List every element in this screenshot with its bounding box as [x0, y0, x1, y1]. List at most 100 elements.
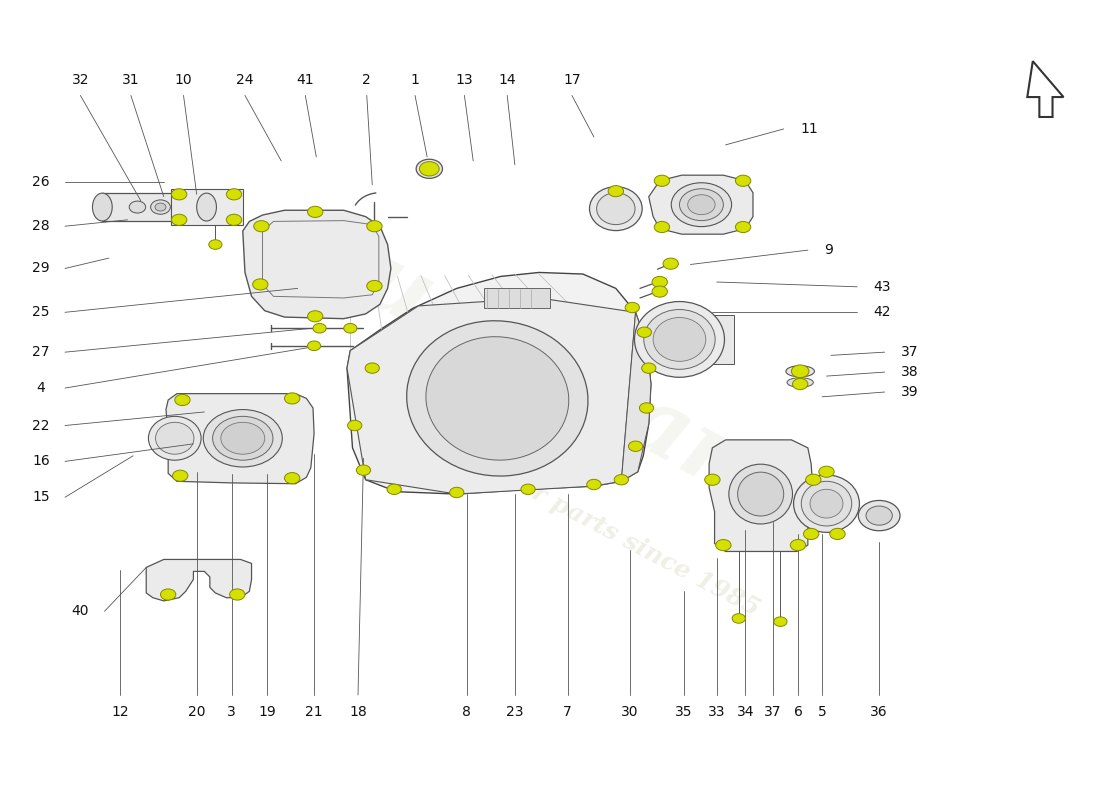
Circle shape: [308, 341, 321, 350]
Circle shape: [736, 175, 751, 186]
Ellipse shape: [151, 200, 170, 214]
Ellipse shape: [671, 182, 732, 226]
Circle shape: [805, 474, 821, 486]
Circle shape: [366, 281, 382, 291]
Ellipse shape: [810, 490, 843, 518]
Ellipse shape: [644, 310, 715, 370]
Polygon shape: [621, 312, 651, 482]
Polygon shape: [346, 273, 651, 494]
Text: 27: 27: [32, 345, 50, 359]
Circle shape: [625, 302, 639, 313]
Polygon shape: [649, 175, 754, 234]
Circle shape: [343, 323, 356, 333]
Ellipse shape: [221, 422, 265, 454]
Text: 16: 16: [32, 454, 50, 468]
Circle shape: [285, 393, 300, 404]
Circle shape: [733, 614, 746, 623]
Circle shape: [608, 186, 624, 197]
Text: 8: 8: [462, 705, 471, 718]
Circle shape: [803, 528, 818, 539]
Circle shape: [308, 310, 323, 322]
Circle shape: [387, 484, 402, 494]
Circle shape: [230, 589, 245, 600]
Polygon shape: [1027, 61, 1064, 117]
Circle shape: [663, 258, 679, 270]
Text: 40: 40: [72, 604, 89, 618]
Circle shape: [161, 589, 176, 600]
Circle shape: [790, 539, 805, 550]
Text: 39: 39: [901, 385, 918, 399]
Text: 38: 38: [901, 365, 918, 379]
Text: 20: 20: [188, 705, 206, 718]
Text: 11: 11: [800, 122, 818, 136]
Circle shape: [654, 222, 670, 233]
Circle shape: [736, 222, 751, 233]
Text: 7: 7: [563, 705, 572, 718]
Circle shape: [421, 163, 437, 174]
Circle shape: [654, 175, 670, 186]
Circle shape: [366, 221, 382, 232]
Text: 33: 33: [708, 705, 726, 718]
Ellipse shape: [729, 464, 792, 524]
Text: 32: 32: [72, 74, 89, 87]
Circle shape: [227, 214, 242, 226]
Ellipse shape: [590, 186, 642, 230]
Text: 10: 10: [175, 74, 192, 87]
Circle shape: [175, 394, 190, 406]
Circle shape: [416, 159, 442, 178]
Circle shape: [829, 528, 845, 539]
Circle shape: [172, 189, 187, 200]
Ellipse shape: [407, 321, 588, 476]
Text: 37: 37: [764, 705, 781, 718]
Ellipse shape: [653, 318, 706, 362]
Ellipse shape: [92, 193, 112, 221]
Text: eurospares: eurospares: [293, 207, 851, 561]
Text: 9: 9: [824, 243, 833, 257]
Bar: [172, 189, 243, 225]
Text: 29: 29: [32, 262, 50, 275]
Text: 15: 15: [32, 490, 50, 504]
Bar: [484, 288, 550, 308]
Ellipse shape: [155, 422, 194, 454]
Text: 2: 2: [362, 74, 371, 87]
Ellipse shape: [801, 482, 851, 526]
Circle shape: [308, 206, 323, 218]
Text: 19: 19: [258, 705, 276, 718]
Text: 41: 41: [297, 74, 315, 87]
Ellipse shape: [793, 475, 859, 532]
Circle shape: [253, 279, 268, 290]
Circle shape: [254, 221, 270, 232]
Text: 26: 26: [32, 175, 50, 190]
Circle shape: [314, 323, 327, 333]
Ellipse shape: [204, 410, 283, 467]
Circle shape: [773, 617, 786, 626]
Text: 18: 18: [349, 705, 367, 718]
Text: 3: 3: [228, 705, 236, 718]
Circle shape: [652, 286, 668, 297]
Ellipse shape: [785, 366, 814, 377]
Circle shape: [639, 402, 653, 413]
Ellipse shape: [786, 378, 813, 387]
Circle shape: [521, 484, 536, 494]
Circle shape: [641, 363, 656, 374]
Circle shape: [209, 240, 222, 250]
Polygon shape: [146, 559, 252, 601]
Text: 4: 4: [36, 381, 45, 395]
Text: 1: 1: [410, 74, 419, 87]
Text: 23: 23: [506, 705, 524, 718]
Text: 37: 37: [901, 345, 918, 359]
Polygon shape: [346, 298, 636, 494]
Text: 5: 5: [817, 705, 826, 718]
Text: 22: 22: [32, 418, 50, 433]
Circle shape: [450, 487, 464, 498]
Text: 17: 17: [563, 74, 581, 87]
Circle shape: [365, 363, 380, 374]
Circle shape: [716, 539, 732, 550]
Ellipse shape: [148, 416, 201, 460]
Text: 36: 36: [870, 705, 888, 718]
Circle shape: [285, 473, 300, 484]
Circle shape: [614, 474, 628, 485]
Text: 31: 31: [122, 74, 140, 87]
Bar: [102, 193, 207, 221]
Ellipse shape: [866, 506, 892, 525]
